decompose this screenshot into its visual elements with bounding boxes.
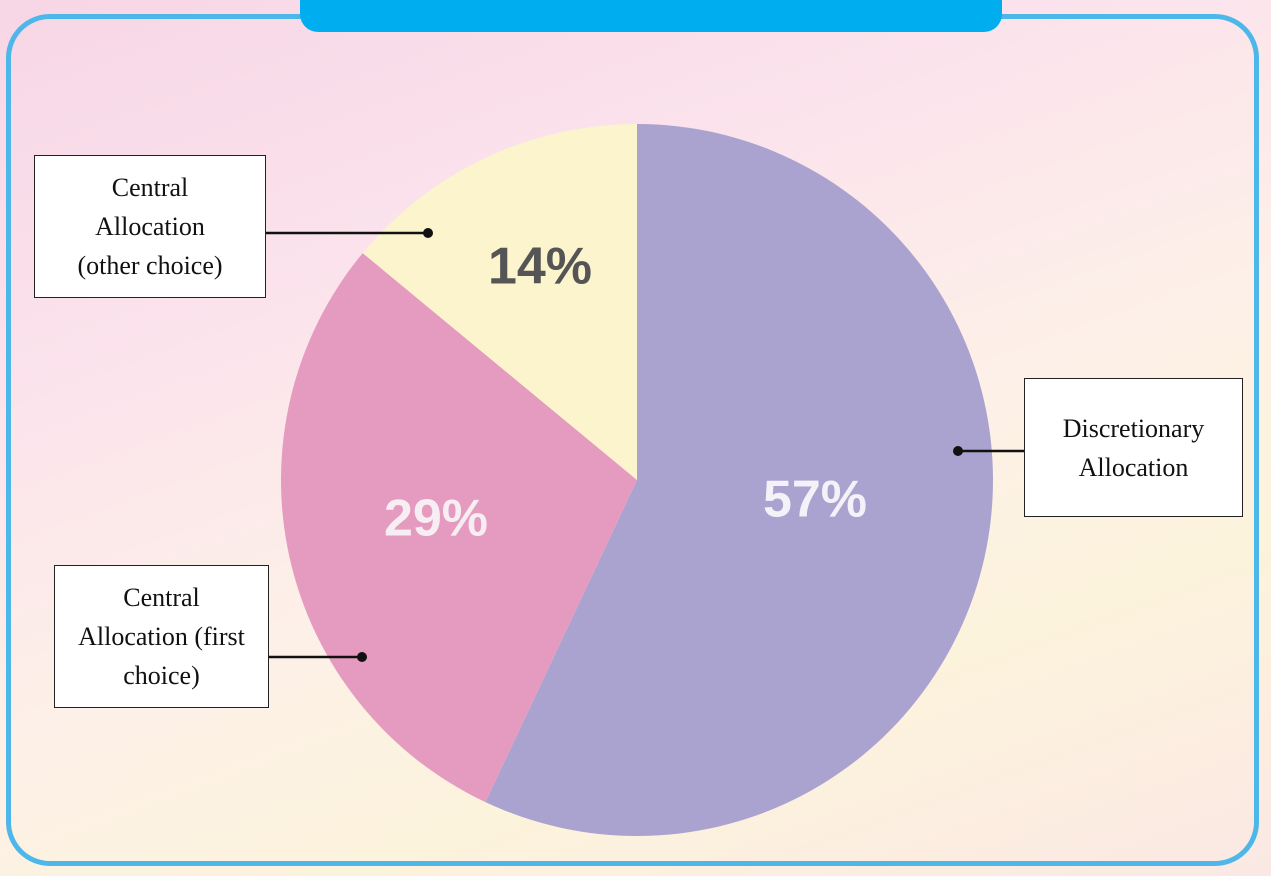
pie-slice bbox=[280, 253, 637, 803]
value-label: 14% bbox=[488, 238, 592, 296]
callout-dot bbox=[357, 652, 367, 662]
category-text: Central Allocation (first choice) bbox=[78, 583, 245, 690]
pie-slice bbox=[485, 124, 993, 836]
callout-dot bbox=[423, 228, 433, 238]
category-label: Central Allocation (other choice) bbox=[34, 155, 266, 298]
header-tab bbox=[300, 0, 1002, 32]
category-label: Discretionary Allocation bbox=[1024, 378, 1243, 517]
category-label: Central Allocation (first choice) bbox=[54, 565, 269, 708]
pie-slice bbox=[362, 124, 637, 480]
value-label: 29% bbox=[384, 490, 488, 548]
category-text: Central Allocation (other choice) bbox=[77, 173, 223, 280]
category-text: Discretionary Allocation bbox=[1062, 413, 1205, 482]
value-label: 57% bbox=[763, 471, 867, 529]
callout-dot bbox=[953, 446, 963, 456]
